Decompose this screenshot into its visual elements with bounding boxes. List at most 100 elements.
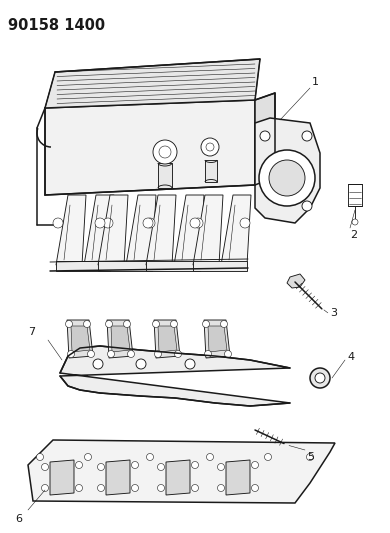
- Polygon shape: [67, 320, 93, 358]
- Circle shape: [218, 464, 225, 471]
- Circle shape: [159, 146, 171, 158]
- Polygon shape: [348, 184, 362, 206]
- Polygon shape: [208, 326, 227, 352]
- Circle shape: [302, 201, 312, 211]
- Polygon shape: [154, 320, 180, 358]
- Polygon shape: [287, 274, 305, 288]
- Polygon shape: [84, 195, 114, 265]
- Circle shape: [131, 484, 138, 491]
- Circle shape: [252, 462, 259, 469]
- Circle shape: [202, 320, 209, 327]
- Polygon shape: [193, 261, 247, 271]
- Polygon shape: [146, 195, 176, 265]
- Circle shape: [174, 351, 181, 358]
- Circle shape: [240, 218, 250, 228]
- Circle shape: [98, 464, 105, 471]
- Text: 4: 4: [347, 352, 354, 362]
- Circle shape: [206, 143, 214, 151]
- Circle shape: [170, 320, 177, 327]
- Text: 7: 7: [28, 327, 35, 337]
- Circle shape: [185, 359, 195, 369]
- Circle shape: [269, 160, 305, 196]
- Polygon shape: [221, 195, 251, 265]
- Circle shape: [103, 218, 113, 228]
- Polygon shape: [158, 163, 172, 188]
- Polygon shape: [126, 195, 156, 265]
- Polygon shape: [56, 261, 110, 271]
- Circle shape: [302, 131, 312, 141]
- Polygon shape: [60, 346, 290, 406]
- Polygon shape: [255, 118, 320, 223]
- Circle shape: [136, 359, 146, 369]
- Polygon shape: [106, 460, 130, 495]
- Circle shape: [315, 373, 325, 383]
- Text: 3: 3: [330, 308, 337, 318]
- Text: 6: 6: [15, 514, 22, 524]
- Circle shape: [154, 351, 161, 358]
- Circle shape: [191, 462, 199, 469]
- Text: 2: 2: [350, 230, 357, 240]
- Circle shape: [145, 218, 155, 228]
- Circle shape: [143, 218, 153, 228]
- Polygon shape: [71, 326, 90, 352]
- Circle shape: [83, 320, 90, 327]
- Circle shape: [352, 219, 358, 225]
- Circle shape: [220, 320, 227, 327]
- Circle shape: [206, 454, 213, 461]
- Polygon shape: [205, 160, 217, 182]
- Text: 90158 1400: 90158 1400: [8, 18, 105, 33]
- Circle shape: [147, 454, 154, 461]
- Circle shape: [67, 351, 74, 358]
- Circle shape: [218, 484, 225, 491]
- Circle shape: [95, 218, 105, 228]
- Circle shape: [225, 351, 232, 358]
- Circle shape: [37, 454, 44, 461]
- Polygon shape: [166, 460, 190, 495]
- Circle shape: [310, 368, 330, 388]
- Circle shape: [128, 351, 135, 358]
- Circle shape: [131, 462, 138, 469]
- Circle shape: [158, 484, 165, 491]
- Circle shape: [191, 484, 199, 491]
- Polygon shape: [193, 195, 223, 265]
- Circle shape: [152, 320, 160, 327]
- Circle shape: [190, 218, 200, 228]
- Circle shape: [106, 320, 112, 327]
- Polygon shape: [174, 195, 204, 265]
- Circle shape: [76, 462, 83, 469]
- Circle shape: [41, 464, 48, 471]
- Polygon shape: [111, 326, 130, 352]
- Polygon shape: [107, 320, 133, 358]
- Circle shape: [124, 320, 131, 327]
- Circle shape: [153, 140, 177, 164]
- Circle shape: [201, 138, 219, 156]
- Polygon shape: [98, 195, 128, 265]
- Circle shape: [158, 464, 165, 471]
- Circle shape: [260, 131, 270, 141]
- Circle shape: [53, 218, 63, 228]
- Circle shape: [98, 484, 105, 491]
- Circle shape: [41, 484, 48, 491]
- Circle shape: [204, 351, 211, 358]
- Polygon shape: [204, 320, 230, 358]
- Circle shape: [193, 218, 203, 228]
- Circle shape: [87, 351, 94, 358]
- Polygon shape: [45, 59, 260, 108]
- Circle shape: [307, 454, 314, 461]
- Polygon shape: [50, 460, 74, 495]
- Polygon shape: [158, 326, 177, 352]
- Text: 5: 5: [307, 452, 314, 462]
- Circle shape: [252, 484, 259, 491]
- Polygon shape: [226, 460, 250, 495]
- Circle shape: [66, 320, 73, 327]
- Circle shape: [264, 454, 271, 461]
- Circle shape: [259, 150, 315, 206]
- Polygon shape: [146, 261, 200, 271]
- Text: 1: 1: [312, 77, 319, 87]
- Circle shape: [93, 359, 103, 369]
- Circle shape: [108, 351, 115, 358]
- Polygon shape: [56, 195, 86, 265]
- Polygon shape: [255, 93, 275, 185]
- Circle shape: [76, 484, 83, 491]
- Polygon shape: [45, 100, 255, 195]
